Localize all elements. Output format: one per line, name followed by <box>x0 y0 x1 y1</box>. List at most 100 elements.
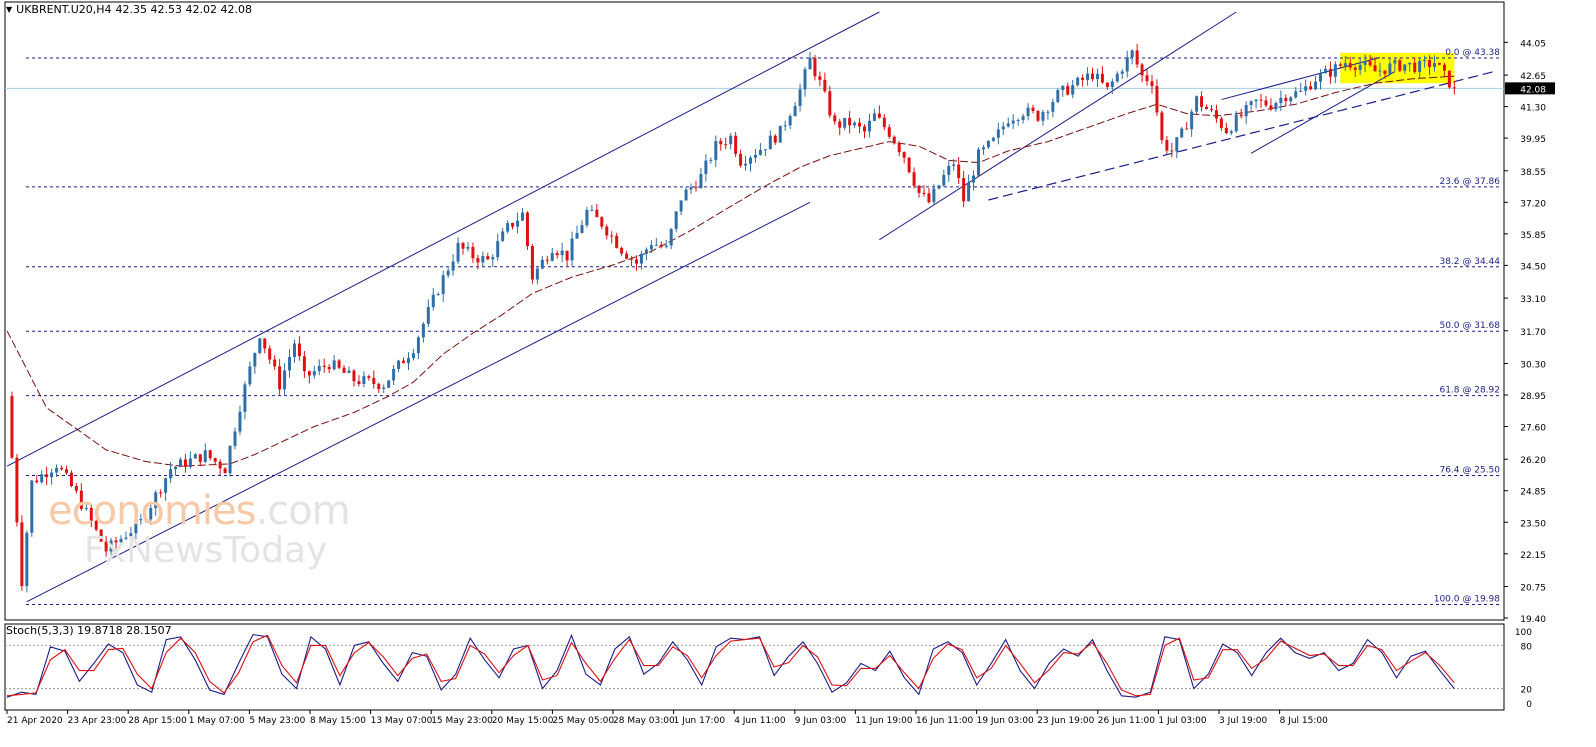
candle[interactable] <box>560 242 564 263</box>
candle[interactable] <box>178 457 182 468</box>
candle[interactable] <box>203 443 207 464</box>
candle[interactable] <box>1160 110 1164 144</box>
candle[interactable] <box>575 225 579 239</box>
candle[interactable] <box>729 132 733 150</box>
candle[interactable] <box>694 180 698 192</box>
candle[interactable] <box>114 536 118 550</box>
candle[interactable] <box>1358 58 1362 75</box>
candle[interactable] <box>104 536 108 557</box>
candle[interactable] <box>1408 62 1412 72</box>
candle[interactable] <box>288 349 292 378</box>
candle[interactable] <box>1437 62 1441 65</box>
candle[interactable] <box>50 468 54 485</box>
candle[interactable] <box>69 470 73 488</box>
candle[interactable] <box>714 135 718 167</box>
candle[interactable] <box>1145 69 1149 86</box>
candle[interactable] <box>520 208 524 222</box>
candle[interactable] <box>1338 62 1342 68</box>
candle[interactable] <box>530 244 534 284</box>
candle[interactable] <box>942 169 946 188</box>
candle[interactable] <box>1393 58 1397 71</box>
candle[interactable] <box>1061 85 1065 97</box>
candle[interactable] <box>664 239 668 249</box>
candle[interactable] <box>1348 57 1352 71</box>
candle[interactable] <box>1031 104 1035 114</box>
candle[interactable] <box>1105 82 1109 90</box>
candle[interactable] <box>1130 49 1134 65</box>
candle[interactable] <box>1081 74 1085 87</box>
candle[interactable] <box>867 114 871 138</box>
candle[interactable] <box>996 122 1000 145</box>
candle[interactable] <box>208 449 212 461</box>
candle[interactable] <box>565 250 569 268</box>
candle[interactable] <box>1309 81 1313 91</box>
candle[interactable] <box>431 288 435 311</box>
candle[interactable] <box>1091 67 1095 82</box>
candle[interactable] <box>1086 67 1090 86</box>
candle[interactable] <box>1428 55 1432 76</box>
candle[interactable] <box>1234 111 1238 133</box>
candle[interactable] <box>1259 93 1263 108</box>
candle[interactable] <box>937 184 941 190</box>
candle[interactable] <box>228 445 232 477</box>
candle[interactable] <box>218 459 222 475</box>
candle[interactable] <box>1368 55 1372 68</box>
candle[interactable] <box>35 475 39 484</box>
candle[interactable] <box>838 118 842 136</box>
candle[interactable] <box>1284 94 1288 106</box>
candle[interactable] <box>263 338 267 354</box>
candle[interactable] <box>783 120 787 131</box>
candle[interactable] <box>625 250 629 260</box>
candle[interactable] <box>813 55 817 81</box>
candle[interactable] <box>699 167 703 189</box>
candle[interactable] <box>1001 122 1005 135</box>
candle[interactable] <box>749 155 752 172</box>
candle[interactable] <box>808 51 812 70</box>
candle[interactable] <box>1135 43 1139 68</box>
candle[interactable] <box>1304 79 1308 96</box>
candle[interactable] <box>1452 81 1456 95</box>
candle[interactable] <box>734 132 738 157</box>
candle[interactable] <box>1249 100 1253 111</box>
candle[interactable] <box>540 255 544 270</box>
candle[interactable] <box>858 118 862 134</box>
candle[interactable] <box>630 256 634 267</box>
candle[interactable] <box>1041 109 1045 126</box>
candle[interactable] <box>1418 57 1422 78</box>
candle[interactable] <box>1120 69 1124 80</box>
candle[interactable] <box>654 237 658 247</box>
candle[interactable] <box>972 170 976 191</box>
candle[interactable] <box>1170 142 1174 158</box>
candle[interactable] <box>421 321 425 343</box>
candle[interactable] <box>337 359 341 370</box>
candle[interactable] <box>1239 108 1243 119</box>
candle[interactable] <box>84 504 88 511</box>
candle[interactable] <box>273 355 277 370</box>
candle[interactable] <box>30 479 34 537</box>
candle[interactable] <box>446 267 450 278</box>
candle[interactable] <box>198 454 202 467</box>
candle[interactable] <box>818 71 822 87</box>
candle[interactable] <box>1180 127 1184 139</box>
candle[interactable] <box>292 339 296 363</box>
candle[interactable] <box>486 252 490 261</box>
candle[interactable] <box>1333 61 1337 84</box>
candle[interactable] <box>977 147 981 177</box>
candle[interactable] <box>639 250 643 270</box>
candles-layer[interactable] <box>10 43 1456 593</box>
candle[interactable] <box>1269 98 1273 112</box>
candle[interactable] <box>253 352 257 374</box>
candle[interactable] <box>1442 62 1446 77</box>
candle[interactable] <box>1423 55 1427 68</box>
candle[interactable] <box>753 148 757 163</box>
candle[interactable] <box>1447 70 1451 89</box>
candle[interactable] <box>1071 79 1075 99</box>
candle[interactable] <box>511 222 515 230</box>
candle[interactable] <box>644 247 648 261</box>
candle[interactable] <box>416 335 420 360</box>
candle[interactable] <box>1150 74 1154 94</box>
candle[interactable] <box>1155 79 1159 116</box>
candle[interactable] <box>634 255 638 271</box>
candle[interactable] <box>758 143 762 156</box>
candle[interactable] <box>109 537 113 555</box>
